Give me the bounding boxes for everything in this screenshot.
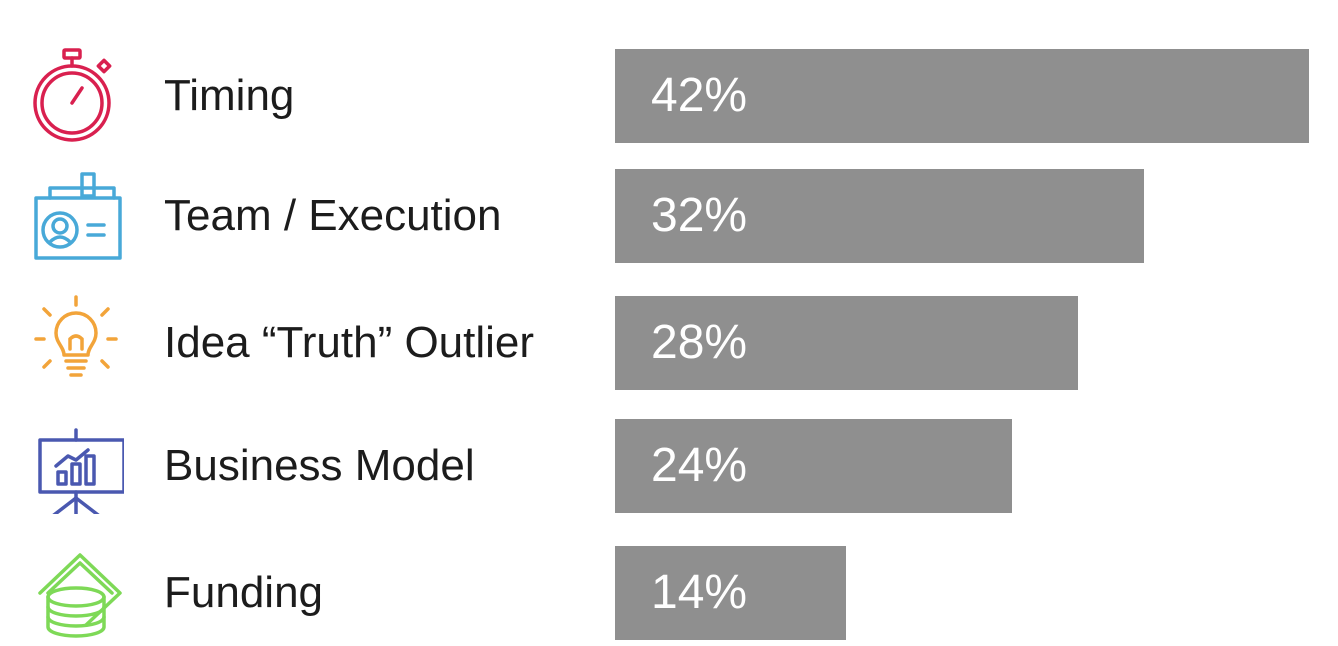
bar-value-label: 32% xyxy=(651,189,748,242)
money-coins-icon xyxy=(28,545,124,641)
stopwatch-icon xyxy=(28,48,124,144)
chart-row-funding: Funding xyxy=(0,545,1338,641)
chart-row-timing: Timing xyxy=(0,48,1338,144)
id-badge-icon xyxy=(28,168,124,264)
bar-timing: 42% xyxy=(615,49,1309,143)
category-label: Business Model xyxy=(164,441,475,490)
bar-value-label: 14% xyxy=(651,566,748,619)
lightbulb-icon xyxy=(28,295,124,391)
chart-row-business-model: Business Model xyxy=(0,418,1338,514)
category-label: Idea “Truth” Outlier xyxy=(164,318,535,367)
bar-team-execution: 32% xyxy=(615,169,1144,263)
category-label: Team / Execution xyxy=(164,191,502,240)
bar-value-label: 24% xyxy=(651,439,748,492)
bar-business-model: 24% xyxy=(615,419,1012,513)
category-label: Timing xyxy=(164,71,295,120)
category-label: Funding xyxy=(164,568,324,617)
bar-value-label: 28% xyxy=(651,316,748,369)
bar-value-label: 42% xyxy=(651,69,748,122)
chart-row-idea-truth-outlier: Idea “Truth” Outlier xyxy=(0,295,1338,391)
bar-idea-truth-outlier: 28% xyxy=(615,296,1078,390)
bar-funding: 14% xyxy=(615,546,846,640)
chart-row-team-execution: Team / Execution xyxy=(0,168,1338,264)
presentation-chart-icon xyxy=(28,418,124,514)
